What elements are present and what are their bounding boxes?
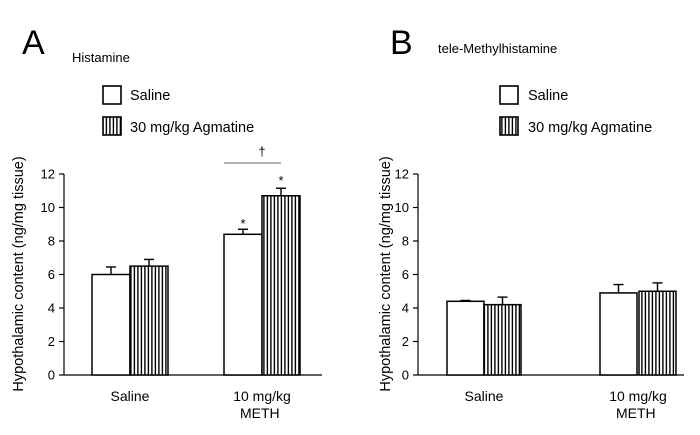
bar-agmatine xyxy=(483,303,522,376)
y-tick-label: 0 xyxy=(402,368,409,383)
bar-saline xyxy=(223,233,263,376)
category-label: Saline xyxy=(111,388,150,404)
dagger-mark: † xyxy=(258,144,265,159)
bar-agmatine xyxy=(129,265,169,376)
category-label: METH xyxy=(240,405,280,421)
tele-methylhistamine-chart: B tele-Methylhistamine Saline 30 mg/kg A… xyxy=(378,24,684,421)
y-tick-label: 10 xyxy=(395,200,409,215)
histamine-chart: A Histamine Saline 30 mg/kg Agmatine Hyp… xyxy=(11,24,322,421)
asterisk-meth-agmatine: * xyxy=(278,173,283,188)
y-tick-label: 8 xyxy=(48,234,55,249)
legend-swatch-saline xyxy=(102,85,122,105)
bar-agmatine xyxy=(261,195,301,376)
bar-saline xyxy=(91,273,131,376)
panel-letter: A xyxy=(22,24,45,62)
legend-swatch-agmatine xyxy=(102,116,122,136)
panel-letter: B xyxy=(390,24,413,62)
y-tick-label: 2 xyxy=(48,334,55,349)
legend-label-saline: Saline xyxy=(130,88,170,104)
legend-swatch-agmatine xyxy=(499,116,519,136)
legend-swatch-saline xyxy=(499,85,519,105)
y-tick-label: 4 xyxy=(402,301,409,316)
y-tick-label: 6 xyxy=(402,267,409,282)
y-tick-label: 2 xyxy=(402,334,409,349)
y-tick-label: 12 xyxy=(395,167,409,182)
significance-bracket: † xyxy=(224,144,281,164)
legend-label-saline: Saline xyxy=(528,88,568,104)
category-label: 10 mg/kg xyxy=(233,388,291,404)
y-axis-label: Hypothalamic content (ng/mg tissue) xyxy=(11,156,27,391)
y-tick-label: 12 xyxy=(41,167,55,182)
y-tick-label: 8 xyxy=(402,234,409,249)
bar-agmatine xyxy=(638,290,677,376)
category-label: Saline xyxy=(465,388,504,404)
legend-label-agmatine: 30 mg/kg Agmatine xyxy=(528,120,652,136)
category-label: 10 mg/kg xyxy=(609,388,667,404)
y-axis-label: Hypothalamic content (ng/mg tissue) xyxy=(378,156,394,391)
tele-methylhistamine-panel: B tele-Methylhistamine Saline 30 mg/kg A… xyxy=(350,0,700,435)
bar-saline xyxy=(446,300,485,376)
y-tick-label: 6 xyxy=(48,267,55,282)
y-tick-label: 4 xyxy=(48,301,55,316)
legend: Saline 30 mg/kg Agmatine xyxy=(499,85,652,136)
chart-title: Histamine xyxy=(72,50,130,65)
legend-label-agmatine: 30 mg/kg Agmatine xyxy=(130,120,254,136)
bar-saline xyxy=(599,292,638,376)
y-tick-label: 0 xyxy=(48,368,55,383)
histamine-panel: A Histamine Saline 30 mg/kg Agmatine Hyp… xyxy=(11,24,322,421)
legend: Saline 30 mg/kg Agmatine xyxy=(102,85,254,136)
category-label: METH xyxy=(616,405,656,421)
y-tick-label: 10 xyxy=(41,200,55,215)
asterisk-meth-saline: * xyxy=(240,216,245,231)
chart-title: tele-Methylhistamine xyxy=(438,41,557,56)
